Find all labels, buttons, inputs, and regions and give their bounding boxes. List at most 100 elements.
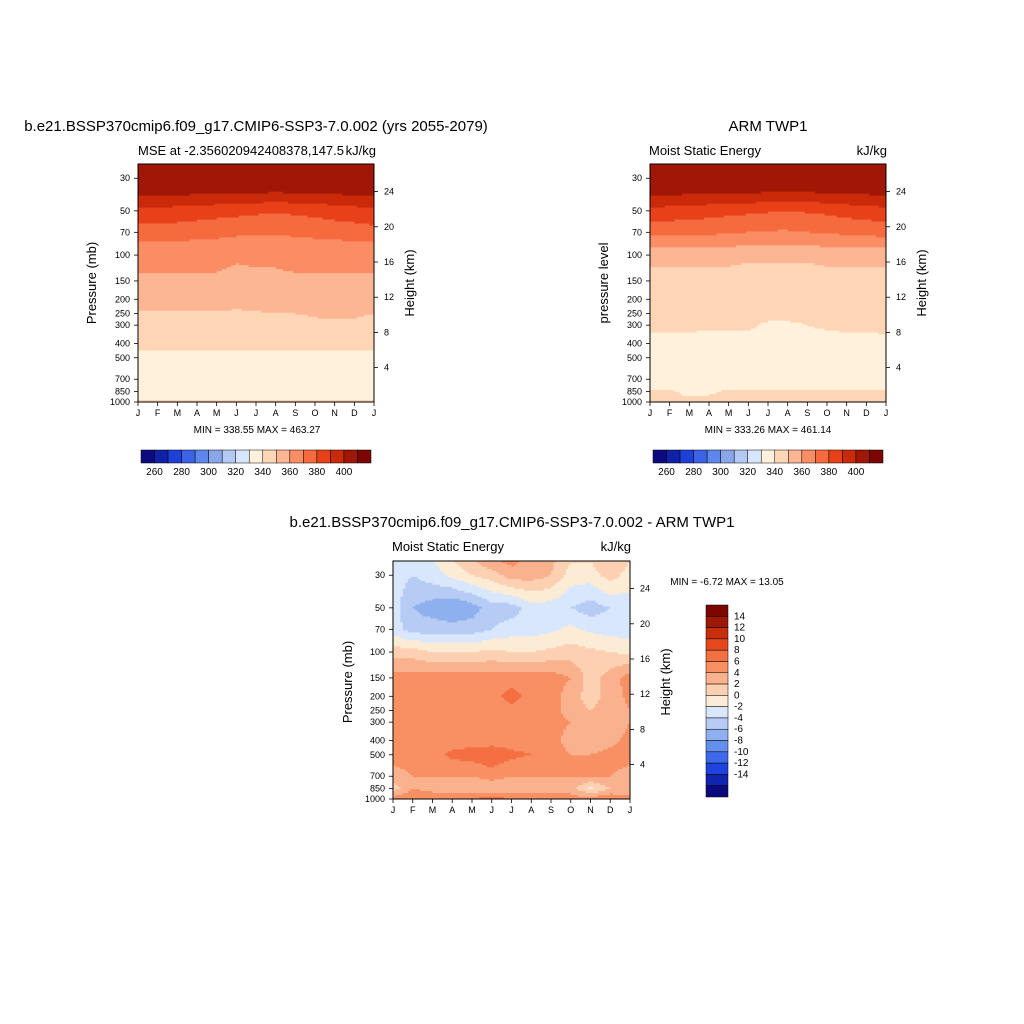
colorbar-label: -8 <box>734 736 743 747</box>
contour-cell <box>650 326 757 330</box>
contour-cell <box>476 561 503 564</box>
contour-cell <box>474 614 518 618</box>
contour-cell <box>563 626 577 630</box>
contour-cell <box>402 793 572 796</box>
contour-cell <box>650 211 769 215</box>
contour-cell <box>622 687 630 691</box>
x-tick-label: A <box>449 805 455 815</box>
contour-cell <box>138 390 374 393</box>
contour-cell <box>138 193 191 197</box>
contour-cell <box>393 781 589 784</box>
x-tick-label: S <box>804 408 810 418</box>
contour-cell <box>407 580 426 584</box>
contour-cell <box>476 584 508 588</box>
contour-cell <box>563 729 626 733</box>
contour-cell <box>568 723 629 727</box>
contour-cell <box>494 580 560 584</box>
contour-cell <box>622 676 630 679</box>
contour-cell <box>650 281 886 284</box>
contour-cell <box>447 751 525 754</box>
contour-cell <box>585 630 630 633</box>
contour-cell <box>595 566 626 570</box>
contour-cell <box>138 191 269 195</box>
contour-cell <box>583 701 599 705</box>
x-tick-label: J <box>884 408 889 418</box>
x-tick-label: J <box>391 805 396 815</box>
contour-cell <box>804 211 886 215</box>
contour-cell <box>548 574 564 578</box>
contour-cell <box>592 584 630 588</box>
contour-cell <box>172 205 358 209</box>
contour-cell <box>138 233 374 236</box>
contour-cell <box>263 201 289 205</box>
colorbar-swatch <box>705 706 729 719</box>
contour-cell <box>506 689 518 693</box>
contour-cell <box>407 771 616 774</box>
y2-tick-label: 20 <box>640 619 650 629</box>
contour-cell <box>405 582 434 586</box>
contour-cell <box>622 695 630 699</box>
contour-cell <box>790 320 886 324</box>
contour-cell <box>393 658 416 661</box>
contour-cell <box>474 632 550 635</box>
contour-cell <box>650 277 886 280</box>
contour-cell <box>650 374 886 377</box>
contour-cell <box>585 582 592 586</box>
contour-cell <box>558 596 630 600</box>
x-tick-label: J <box>766 408 771 418</box>
contour-cell <box>610 606 630 610</box>
contour-cell <box>479 797 505 799</box>
contour-cell <box>393 652 619 655</box>
contour-cell <box>600 685 624 689</box>
contour-cell <box>570 678 584 681</box>
contour-cell <box>476 594 513 598</box>
contour-cell <box>479 610 520 614</box>
contour-cell <box>612 793 630 796</box>
contour-cell <box>138 388 374 391</box>
contour-cell <box>494 626 564 630</box>
contour-cell <box>138 286 374 290</box>
contour-cell <box>583 699 599 703</box>
contour-cell <box>476 604 518 608</box>
contour-cell <box>650 193 683 197</box>
contour-cell <box>575 626 630 630</box>
contour-cell <box>745 231 811 235</box>
contour-cell <box>565 725 629 729</box>
contour-cell <box>650 187 886 191</box>
contour-cell <box>674 219 872 223</box>
contour-cell <box>393 598 402 602</box>
contour-cell <box>650 273 886 276</box>
colorbar-swatch <box>733 449 748 464</box>
contour-cell <box>650 388 886 391</box>
panel-diff-units: kJ/kg <box>601 539 631 554</box>
colorbar-swatch <box>693 449 708 464</box>
contour-cell <box>393 683 567 687</box>
contour-cell <box>595 614 630 618</box>
contour-cell <box>521 695 562 699</box>
x-tick-label: J <box>648 408 653 418</box>
contour-cell <box>138 304 374 308</box>
contour-cell <box>674 390 722 393</box>
contour-cell <box>600 588 630 592</box>
contour-cell <box>138 231 374 235</box>
contour-cell <box>138 296 374 300</box>
contour-cell <box>600 693 624 697</box>
y-tick-label: 400 <box>627 339 642 349</box>
contour-cell <box>402 594 478 598</box>
y2-tick-label: 4 <box>384 363 389 373</box>
contour-cell <box>650 364 886 367</box>
contour-cell <box>501 592 564 596</box>
contour-cell <box>400 608 416 612</box>
y2-tick-label: 4 <box>896 363 901 373</box>
contour-cell <box>457 578 490 582</box>
colorbar-label: 300 <box>200 467 217 478</box>
contour-cell <box>481 640 630 643</box>
contour-cell <box>650 189 886 193</box>
contour-cell <box>397 785 579 788</box>
contour-cell <box>546 600 587 604</box>
contour-cell <box>393 741 562 745</box>
contour-cell <box>521 693 562 697</box>
contour-cell <box>600 678 621 681</box>
contour-cell <box>393 701 510 705</box>
contour-cell <box>696 330 840 334</box>
